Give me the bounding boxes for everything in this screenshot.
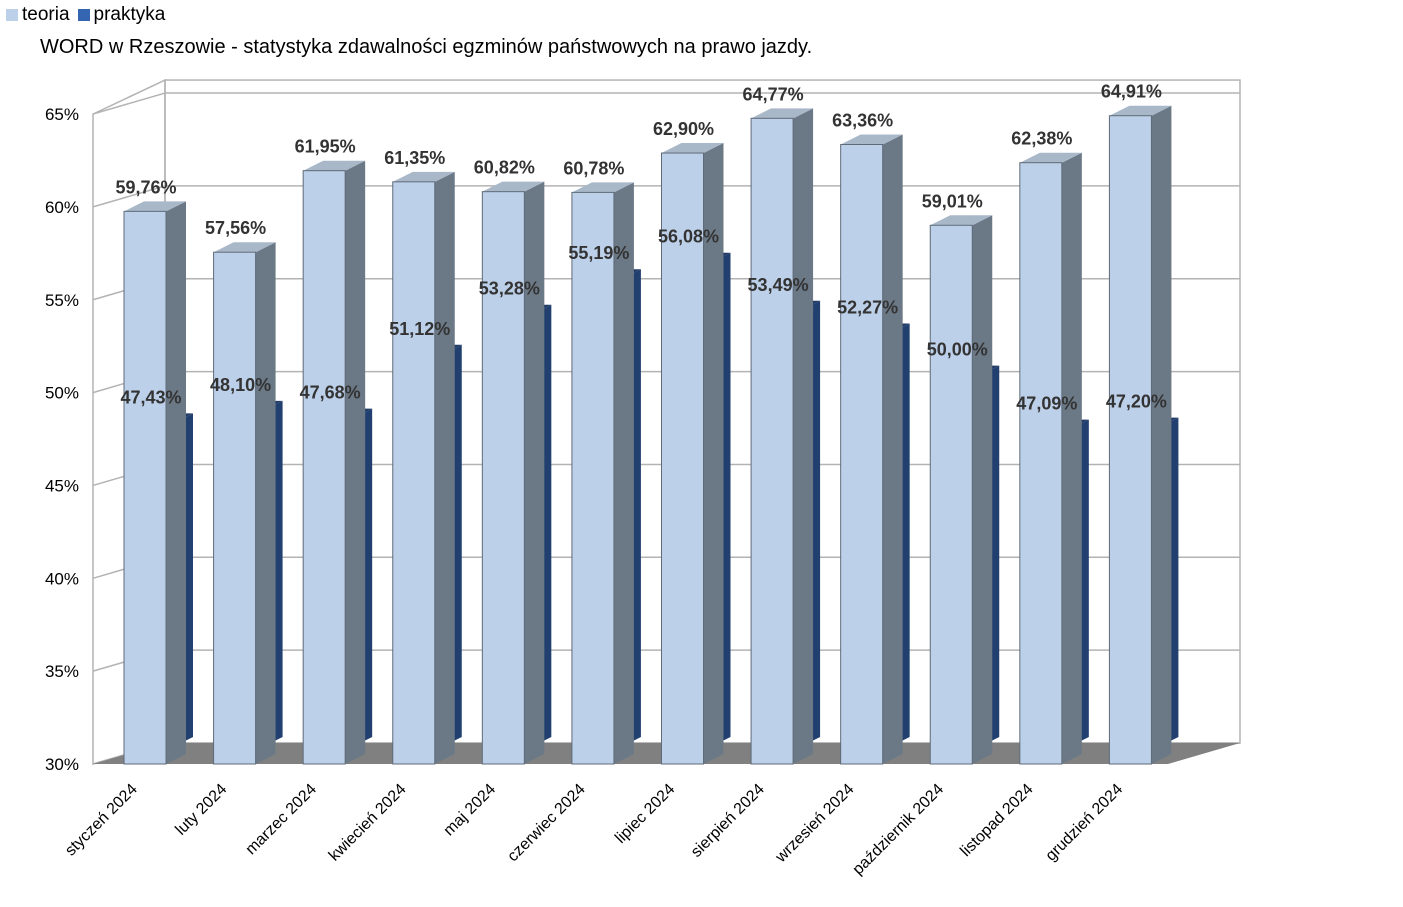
x-tick-label: kwiecień 2024 [326,781,410,865]
data-label-teoria: 57,56% [205,218,266,238]
data-label-teoria: 60,82% [474,158,535,178]
x-tick-label: maj 2024 [441,781,500,840]
y-tick-label: 60% [45,198,79,217]
x-tick-label: lipiec 2024 [612,781,678,847]
data-label-teoria: 62,38% [1011,129,1072,149]
data-label-praktyka: 51,12% [389,319,450,339]
data-label-praktyka: 53,28% [479,279,540,299]
bar-teoria [1019,152,1082,765]
y-tick-label: 35% [45,662,79,681]
bar-teoria [929,215,993,765]
gridline-side [92,92,166,115]
data-label-teoria: 61,95% [295,137,356,157]
data-label-teoria: 64,77% [743,84,804,104]
bar-teoria [571,182,634,765]
data-label-teoria: 59,01% [922,191,983,211]
data-label-praktyka: 48,10% [210,375,271,395]
x-tick-label: grudzień 2024 [1043,781,1127,865]
bar-teoria [302,160,366,765]
y-tick-label: 40% [45,569,79,588]
bar-teoria [481,181,545,765]
data-label-teoria: 62,90% [653,119,714,139]
y-tick-label: 55% [45,291,79,310]
y-tick-label: 65% [45,105,79,124]
data-label-teoria: 64,91% [1101,82,1162,102]
gridline-side [92,185,166,208]
y-tick-label: 30% [45,755,79,774]
x-tick-label: październik 2024 [850,781,948,879]
data-label-praktyka: 56,08% [658,227,719,247]
x-tick-label: wrzesień 2024 [772,781,858,867]
bar-teoria [392,171,455,765]
bar-teoria [213,242,276,765]
data-label-teoria: 63,36% [832,111,893,131]
legend-label-teoria: teoria [22,4,70,25]
data-label-praktyka: 47,68% [300,383,361,403]
x-tick-label: luty 2024 [172,781,230,839]
legend-label-praktyka: praktyka [93,4,166,25]
data-label-teoria: 59,76% [115,177,176,197]
legend-item-praktyka: praktyka [77,4,166,26]
data-label-praktyka: 50,00% [927,340,988,360]
x-tick-label: marzec 2024 [243,781,320,858]
y-tick-label: 45% [45,476,79,495]
data-label-praktyka: 55,19% [568,243,629,263]
legend-swatch-praktyka [77,9,90,21]
y-tick-label: 50% [45,384,79,403]
x-tick-label: sierpień 2024 [688,781,768,861]
bar-teoria [661,143,724,765]
data-label-praktyka: 47,09% [1016,394,1077,414]
x-tick-label: czerwiec 2024 [504,781,588,865]
legend: teoria praktyka [6,4,173,26]
bar-teoria [840,134,903,765]
x-tick-label: listopad 2024 [957,781,1036,860]
data-label-praktyka: 47,43% [120,387,181,407]
data-label-praktyka: 52,27% [837,297,898,317]
data-label-praktyka: 53,49% [748,275,809,295]
x-tick-label: styczeń 2024 [62,781,141,860]
bar-teoria [123,201,186,765]
legend-item-teoria: teoria [6,4,70,26]
data-label-teoria: 60,78% [563,158,624,178]
data-label-praktyka: 47,20% [1106,392,1167,412]
bar-teoria [750,108,814,765]
chart-title: WORD w Rzeszowie - statystyka zdawalnośc… [40,36,813,58]
bar-teoria [1108,105,1172,765]
legend-swatch-teoria [6,9,18,21]
data-label-teoria: 61,35% [384,148,445,168]
